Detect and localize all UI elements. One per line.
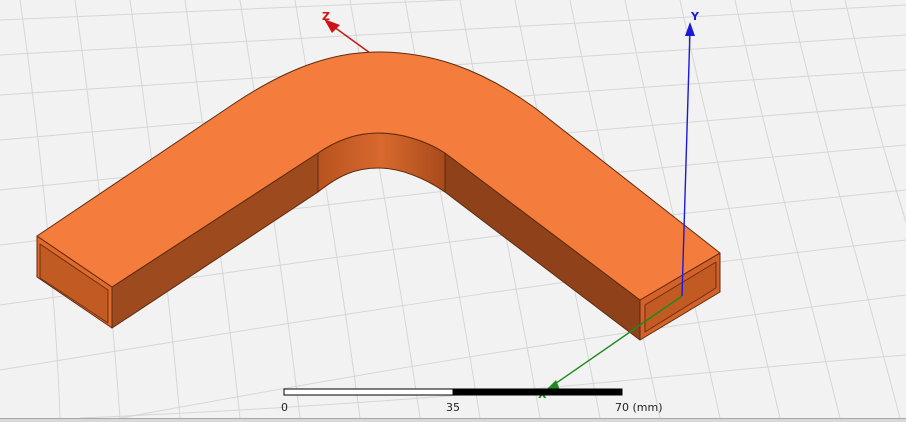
y-axis-arrow-icon bbox=[685, 22, 695, 36]
viewport-bottom-border bbox=[0, 418, 906, 422]
left-port-opening bbox=[39, 243, 109, 324]
z-axis-label: Z bbox=[322, 10, 330, 23]
z-axis-arrow-icon bbox=[324, 19, 340, 33]
scale-bar-dark-segment bbox=[452, 388, 623, 396]
scale-ruler: 0 35 70 (mm) bbox=[281, 388, 663, 414]
bent-waveguide-model[interactable] bbox=[36, 51, 721, 341]
waveguide-top-face bbox=[36, 51, 721, 301]
scale-bar-light-segment bbox=[283, 388, 454, 396]
y-axis: Y bbox=[681, 10, 700, 297]
y-axis-label: Y bbox=[690, 10, 700, 23]
scale-tick-35: 35 bbox=[446, 401, 460, 414]
scale-tick-70: 70 (mm) bbox=[615, 401, 663, 414]
z-axis: Z bbox=[322, 10, 371, 54]
x-axis-arrow-icon bbox=[546, 380, 560, 390]
scale-tick-0: 0 bbox=[281, 401, 288, 414]
